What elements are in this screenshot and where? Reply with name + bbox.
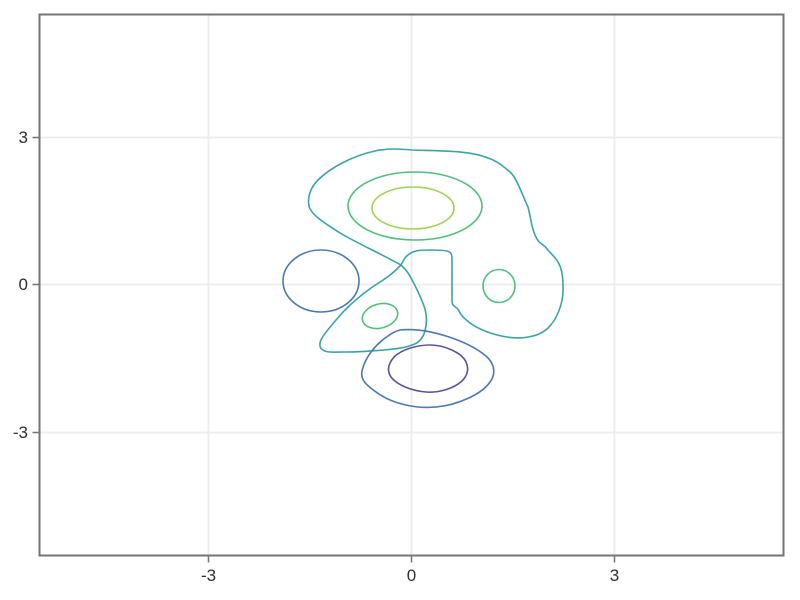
contour-bottom-outer-blue: [360, 328, 495, 409]
contour-lines: [282, 148, 564, 409]
axis-ticks: [32, 136, 616, 563]
axis-tick-labels: -3 0 3 3 0 -3: [13, 128, 619, 585]
contour-left-blue-loop: [282, 249, 360, 313]
contour-bottom-inner-purple: [387, 344, 469, 393]
contour-top-green-ellipse: [347, 171, 483, 241]
contour-middle-teal-triangle: [319, 264, 428, 353]
y-tick-label-3: 3: [19, 128, 28, 147]
contour-outer-teal-loop: [307, 148, 564, 339]
x-tick-label-3: 3: [610, 566, 619, 585]
gridlines: [39, 14, 784, 556]
x-tick-label-0: 0: [407, 566, 416, 585]
contour-top-yellowgreen-ellipse: [371, 186, 455, 230]
y-tick-label-neg3: -3: [13, 423, 28, 442]
contour-middle-small-green: [361, 302, 399, 330]
y-tick-label-0: 0: [19, 275, 28, 294]
x-tick-label-neg3: -3: [201, 566, 216, 585]
contour-right-small-green: [482, 268, 516, 304]
